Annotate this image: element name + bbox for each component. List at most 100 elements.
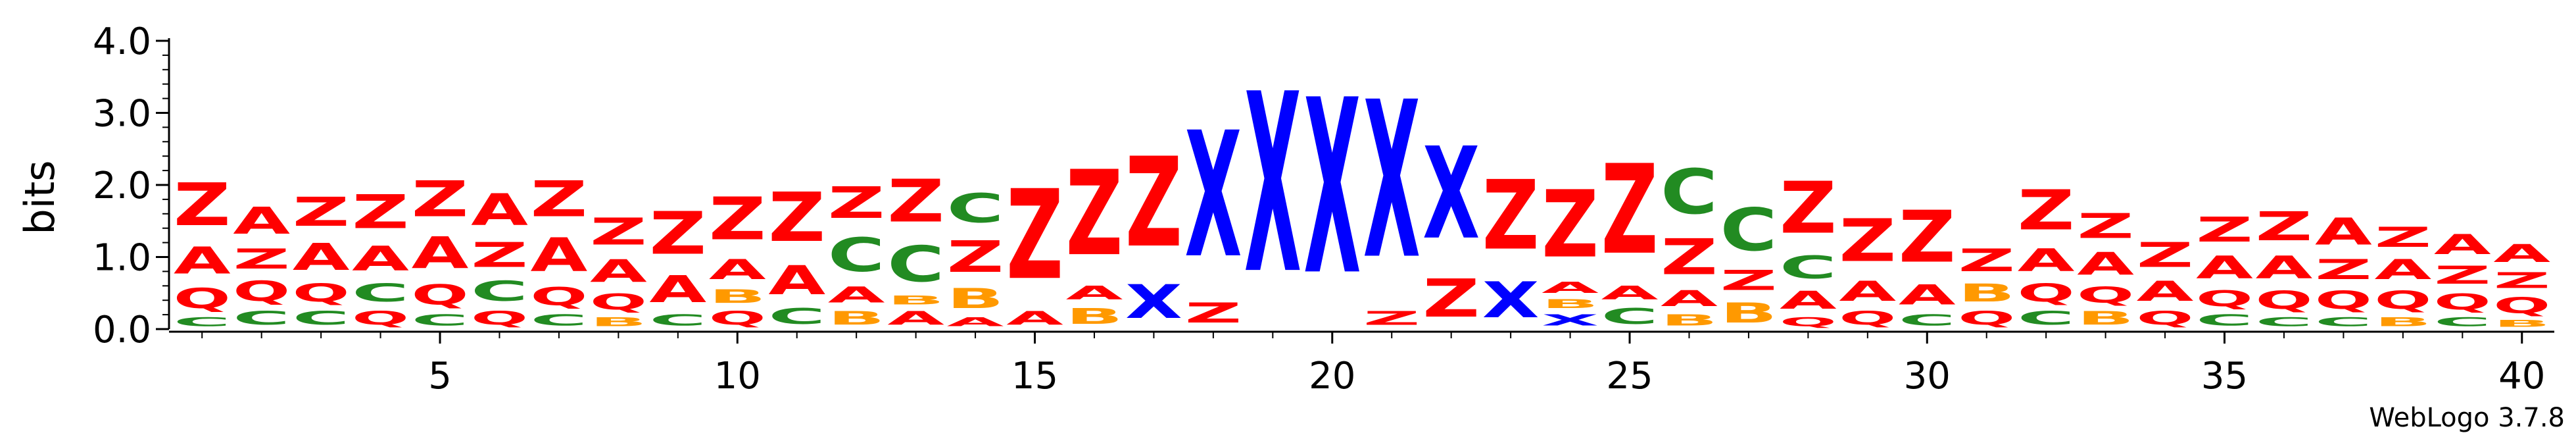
logo-stacks: CQAZCQZACQAZQCAZCQAZQCZACQAZBQAZCAZQBAZC… bbox=[174, 41, 2551, 329]
logo-column: X bbox=[1303, 48, 1361, 328]
logo-letter: Z bbox=[352, 186, 409, 240]
logo-letter: C bbox=[2315, 315, 2372, 329]
logo-letter: A bbox=[1601, 282, 1659, 304]
logo-column: QAZ bbox=[1839, 207, 1896, 329]
logo-letter: C bbox=[1780, 250, 1837, 286]
weblogo-version-label: WebLogo 3.7.8 bbox=[2369, 403, 2565, 433]
logo-letter: A bbox=[293, 236, 350, 278]
x-tick-label: 15 bbox=[1011, 355, 1058, 398]
logo-letter: Z bbox=[2077, 207, 2134, 246]
logo-letter: Q bbox=[1839, 307, 1896, 329]
logo-letter: C bbox=[2256, 315, 2313, 329]
logo-letter: A bbox=[828, 282, 885, 307]
logo-letter: A bbox=[471, 185, 528, 235]
logo-letter: Q bbox=[2493, 293, 2550, 318]
logo-letter: C bbox=[174, 315, 231, 329]
logo-letter: Q bbox=[1780, 315, 1837, 329]
logo-letter: A bbox=[412, 228, 469, 278]
logo-letter: B bbox=[947, 282, 1004, 315]
x-tick-label: 10 bbox=[714, 355, 761, 398]
logo-letter: Z bbox=[531, 170, 588, 228]
logo-letter: A bbox=[2077, 247, 2134, 282]
logo-letter: A bbox=[2196, 250, 2253, 286]
logo-letter: Z bbox=[947, 232, 1004, 282]
logo-column: CAZ bbox=[1601, 139, 1659, 329]
logo-letter: X bbox=[1244, 41, 1301, 328]
logo-letter: B bbox=[2493, 319, 2550, 329]
logo-letter: C bbox=[947, 186, 1004, 232]
logo-letter: Z bbox=[293, 189, 350, 235]
logo-letter: A bbox=[887, 308, 944, 330]
y-tick-label: 2.0 bbox=[93, 165, 151, 207]
x-tick-label: 5 bbox=[428, 355, 452, 398]
logo-letter: Q bbox=[2434, 290, 2491, 315]
logo-letter: Z bbox=[2196, 210, 2253, 249]
logo-letter: Z bbox=[2374, 221, 2431, 253]
logo-column: ZX bbox=[1184, 95, 1242, 329]
logo-letter: B bbox=[1720, 297, 1778, 329]
x-tick-label: 20 bbox=[1309, 355, 1355, 398]
logo-letter: B bbox=[2077, 307, 2134, 329]
logo-letter: Z bbox=[1006, 164, 1063, 307]
logo-letter: C bbox=[531, 311, 588, 329]
logo-letter: A bbox=[2256, 250, 2313, 286]
logo-letter: A bbox=[709, 253, 766, 286]
x-tick-label: 30 bbox=[1904, 355, 1951, 398]
logo-letter: Q bbox=[2315, 286, 2372, 315]
logo-column: BAZ bbox=[1066, 145, 1123, 329]
logo-letter: Q bbox=[2256, 286, 2313, 315]
logo-letter: C bbox=[2434, 315, 2491, 329]
logo-letter: A bbox=[1006, 308, 1063, 330]
logo-letter: C bbox=[1661, 157, 1718, 228]
logo-letter: Z bbox=[1958, 243, 2015, 278]
logo-letter: A bbox=[174, 239, 231, 282]
logo-column: QAZ bbox=[2137, 235, 2194, 329]
logo-letter: Z bbox=[2434, 261, 2491, 289]
logo-letter: A bbox=[352, 239, 409, 278]
logo-letter: Z bbox=[887, 167, 944, 236]
logo-letter: A bbox=[1780, 286, 1837, 315]
logo-letter: Q bbox=[1958, 307, 2015, 329]
logo-letter: C bbox=[1720, 196, 1778, 265]
logo-letter: Z bbox=[649, 199, 706, 268]
logo-letter: B bbox=[1958, 278, 2015, 307]
logo-letter: C bbox=[649, 311, 706, 329]
logo-column: X bbox=[1244, 41, 1301, 328]
logo-letter: Q bbox=[412, 279, 469, 311]
logo-letter: A bbox=[590, 254, 647, 290]
logo-letter: B bbox=[709, 286, 766, 307]
logo-letter: A bbox=[2018, 243, 2075, 278]
y-tick-label: 1.0 bbox=[93, 237, 151, 280]
logo-letter: C bbox=[293, 307, 350, 329]
logo-letter: X bbox=[1363, 56, 1421, 307]
logo-column: CAZ bbox=[1899, 195, 1956, 329]
x-tick-label: 25 bbox=[1606, 355, 1653, 398]
logo-letter: B bbox=[2374, 315, 2431, 329]
logo-column: XZ bbox=[1125, 132, 1182, 329]
logo-letter: Z bbox=[768, 178, 825, 257]
logo-letter: A bbox=[233, 199, 290, 242]
logo-letter: A bbox=[1661, 286, 1718, 311]
logo-column: CAZ bbox=[649, 199, 706, 329]
logo-letter: Q bbox=[471, 307, 528, 329]
logo-letter: B bbox=[590, 315, 647, 329]
logo-letter: Z bbox=[2256, 203, 2313, 249]
logo-letter: C bbox=[471, 275, 528, 307]
logo-letter: Z bbox=[2137, 235, 2194, 274]
